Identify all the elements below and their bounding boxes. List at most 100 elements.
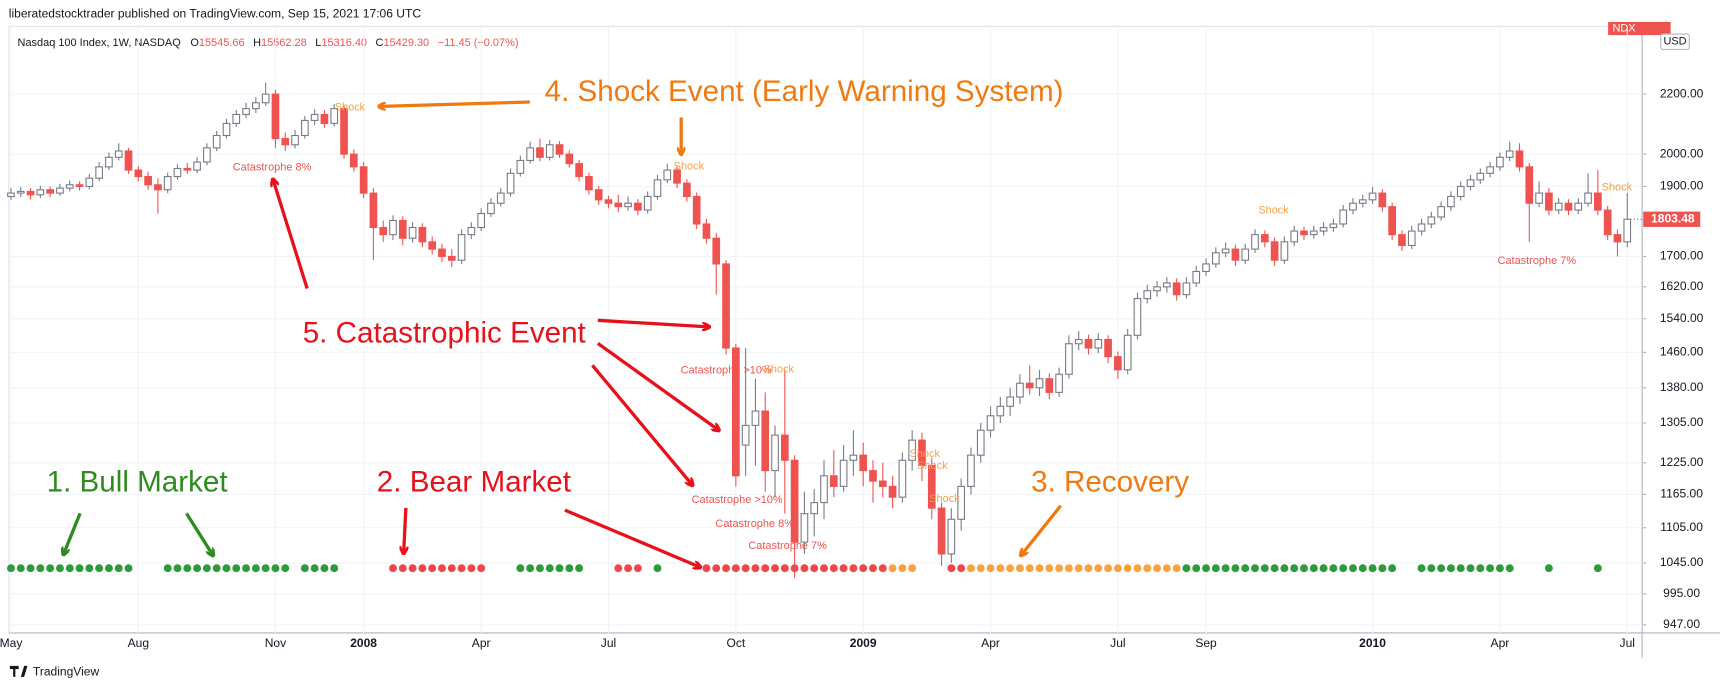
signal-dot: [1280, 564, 1289, 573]
signal-dot: [281, 564, 290, 573]
signal-dot: [751, 564, 760, 573]
candle-body: [888, 485, 897, 498]
signal-dot: [986, 564, 995, 573]
candle-body: [1211, 252, 1220, 265]
signal-dot: [526, 564, 535, 573]
signal-dot: [1593, 564, 1602, 573]
candle-body: [878, 480, 887, 487]
signal-dot: [242, 564, 251, 573]
candle-body: [26, 190, 35, 196]
candle-body: [1309, 230, 1318, 236]
signal-dot: [947, 564, 956, 573]
candle-body: [1065, 343, 1073, 375]
candle-body: [594, 189, 603, 201]
candle-body: [1006, 396, 1014, 407]
candle-body: [447, 255, 456, 261]
signal-dot: [565, 564, 574, 573]
candle-body: [1094, 338, 1103, 349]
signal-dot: [193, 564, 202, 573]
arrow: [185, 512, 212, 555]
signal-dot: [1476, 564, 1485, 573]
signal-dot: [1104, 564, 1113, 573]
candle-body: [702, 223, 711, 239]
candle-body: [36, 189, 45, 196]
event-label: Shock: [929, 493, 960, 505]
signal-dot: [457, 564, 466, 573]
signal-dot: [1417, 564, 1426, 573]
legend-line: Nasdaq 100 Index, 1W, NASDAQ O15545.66 H…: [18, 37, 519, 49]
ohlc-label: L: [315, 37, 321, 49]
y-tick-label: 947.00: [1663, 617, 1700, 631]
signal-dot: [810, 564, 819, 573]
signal-dot: [16, 564, 25, 573]
candle-body: [1172, 282, 1181, 296]
signal-dot: [1319, 564, 1328, 573]
candle-body: [85, 177, 94, 187]
candle-body: [1084, 338, 1093, 349]
candle-body: [1456, 185, 1465, 198]
candle-body: [496, 192, 505, 204]
candle-body: [105, 156, 113, 168]
signal-dot: [712, 564, 721, 573]
signal-dot: [418, 564, 427, 573]
signal-dot: [124, 564, 133, 573]
candle-body: [1613, 234, 1622, 243]
signal-dot: [55, 564, 64, 573]
candle-body: [1476, 172, 1485, 181]
event-label: Catastrophe >10%: [681, 365, 772, 377]
signal-dot: [702, 564, 711, 573]
event-label: Catastrophe 7%: [748, 540, 827, 552]
candle-body: [1368, 192, 1377, 201]
candle-body: [349, 153, 358, 168]
candle-body: [222, 122, 231, 137]
candle-body: [761, 410, 770, 472]
signal-dot: [908, 564, 917, 573]
candle-body: [291, 134, 299, 146]
signal-dot: [780, 564, 789, 573]
signal-dot: [771, 564, 779, 573]
candle-body: [585, 176, 593, 191]
candle-body: [751, 410, 760, 426]
event-label: Catastrophe 8%: [233, 162, 312, 174]
signal-dot: [1378, 564, 1387, 573]
candle-body: [467, 226, 476, 236]
plot-layer: 947.00 995.00 1045.00 1105.00 1165.00 1225.00…: [0, 26, 1704, 650]
candle-body: [1496, 156, 1504, 168]
candle-body: [908, 439, 917, 461]
x-tick-label: Apr: [1491, 636, 1510, 650]
signal-dot: [624, 564, 633, 573]
candle-body: [1349, 202, 1357, 211]
signal-dot: [7, 564, 15, 573]
signal-dot: [1231, 564, 1240, 573]
signal-dot: [722, 564, 731, 573]
candle-body: [1025, 382, 1034, 389]
signal-dot: [95, 564, 104, 573]
signal-dot: [545, 564, 554, 573]
candle-body: [673, 169, 681, 184]
y-tick-label: 995.00: [1663, 586, 1700, 600]
signal-dot: [1466, 564, 1475, 573]
candle-body: [1564, 202, 1573, 211]
x-tick-label: 2008: [350, 636, 377, 650]
candle-body: [340, 108, 348, 155]
ohlc-value: 15429.30: [383, 37, 429, 49]
signal-dot: [104, 564, 113, 573]
candle-body: [1554, 202, 1563, 211]
candle-body: [134, 169, 143, 178]
candle-body: [692, 195, 701, 225]
signal-dot: [731, 564, 740, 573]
candle-body: [1486, 166, 1494, 174]
candle-body: [800, 513, 809, 543]
arrows: [64, 100, 1063, 567]
candle-body: [95, 166, 103, 179]
signal-dot: [46, 564, 55, 573]
candle-body: [1329, 223, 1338, 229]
signal-dot: [75, 564, 84, 573]
event-label: Shock: [1258, 205, 1289, 217]
signal-dot: [183, 564, 192, 573]
callout: 1. Bull Market: [47, 466, 229, 499]
event-label: Catastrophe >10%: [692, 494, 783, 506]
candle-body: [859, 454, 868, 472]
event-label: Shock: [674, 161, 705, 173]
candle-body: [438, 248, 446, 258]
